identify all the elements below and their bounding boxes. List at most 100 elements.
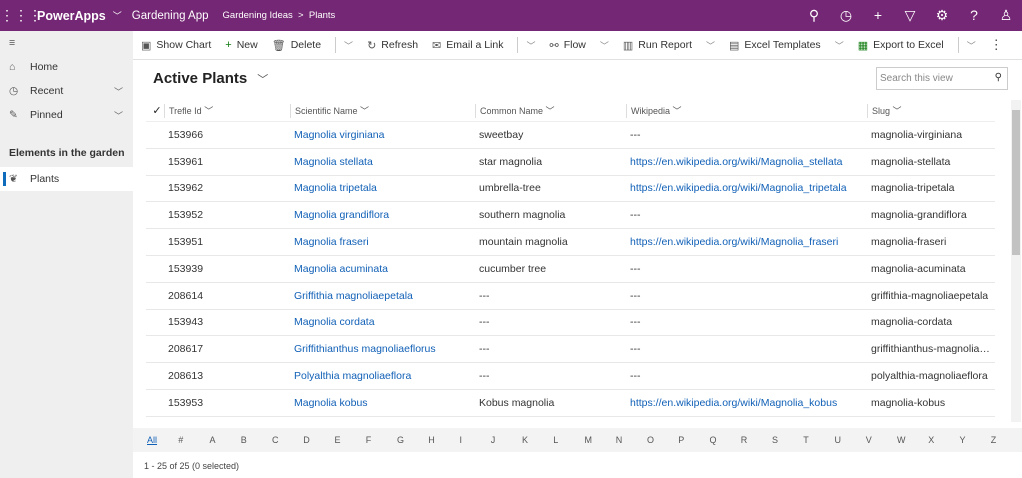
alphabet-letter[interactable]: A (209, 435, 216, 445)
cell-scientific-name[interactable]: Polyalthia magnoliaeflora (294, 370, 412, 383)
plus-icon[interactable]: + (873, 7, 883, 23)
alphabet-letter[interactable]: D (303, 435, 310, 445)
cell-scientific-name[interactable]: Magnolia grandiflora (294, 209, 390, 222)
gear-icon[interactable]: ⚙ (935, 7, 949, 23)
report-chevron-icon[interactable]: ﹀ (706, 40, 716, 51)
refresh-button[interactable]: ↻ Refresh (367, 39, 418, 52)
table-row[interactable]: 153961 Magnolia stellata star magnolia http… (146, 149, 995, 176)
export-excel-button[interactable]: ▦ Export to Excel (858, 39, 944, 52)
alphabet-letter[interactable]: Y (959, 435, 966, 445)
chevron-down-icon[interactable]: ﹀ (112, 11, 122, 21)
alphabet-letter[interactable]: I (459, 435, 463, 445)
alphabet-letter[interactable]: X (928, 435, 935, 445)
export-chevron-icon[interactable]: ﹀ (966, 40, 976, 51)
show-chart-button[interactable]: ▣ Show Chart (141, 39, 211, 52)
user-icon[interactable]: ♙ (999, 7, 1013, 23)
cell-scientific-name[interactable]: Magnolia virginiana (294, 128, 385, 141)
alphabet-letter[interactable]: H (428, 435, 435, 445)
alphabet-letter[interactable]: K (522, 435, 529, 445)
alphabet-letter[interactable]: T (803, 435, 809, 445)
cell-scientific-name[interactable]: Magnolia tripetala (294, 182, 377, 195)
select-all-checkbox[interactable]: ✓ (152, 104, 162, 117)
search-icon[interactable]: ⚲ (808, 7, 820, 23)
alphabet-letter[interactable]: O (647, 435, 655, 445)
help-icon[interactable]: ? (970, 7, 978, 23)
table-row[interactable]: 208613 Polyalthia magnoliaeflora --- --- pol… (146, 363, 995, 390)
alphabet-letter[interactable]: L (553, 435, 559, 445)
sidebar-item-pinned[interactable]: ✎ Pinned ﹀ (0, 103, 133, 127)
view-selector[interactable]: Active Plants ﹀ (153, 70, 268, 87)
table-row[interactable]: 208614 Griffithia magnoliaepetala --- --- gr… (146, 283, 995, 310)
cell-scientific-name[interactable]: Griffithianthus magnoliaeflorus (294, 343, 436, 356)
alphabet-letter[interactable]: W (897, 435, 906, 445)
task-icon[interactable]: ◷ (839, 7, 853, 23)
flow-button[interactable]: ⚯ Flow (549, 39, 585, 52)
vertical-scrollbar[interactable] (1011, 100, 1021, 422)
alphabet-letter[interactable]: All (147, 435, 158, 445)
table-row[interactable]: 153952 Magnolia grandiflora southern magno… (146, 202, 995, 230)
alphabet-letter[interactable]: J (490, 435, 496, 445)
alphabet-letter[interactable]: M (584, 435, 593, 445)
flow-chevron-icon[interactable]: ﹀ (599, 40, 609, 51)
scrollbar-thumb[interactable] (1012, 110, 1020, 255)
table-row[interactable]: 153939 Magnolia acuminata cucumber tree ---… (146, 256, 995, 283)
alphabet-letter[interactable]: V (865, 435, 872, 445)
table-row[interactable]: 208617 Griffithianthus magnoliaeflorus ---… (146, 336, 995, 364)
cell-scientific-name[interactable]: Magnolia acuminata (294, 262, 388, 275)
search-icon[interactable]: ⚲ (994, 72, 1002, 83)
column-header[interactable]: Wikipedia ﹀ (626, 103, 867, 118)
alphabet-letter[interactable]: Z (990, 435, 997, 445)
table-row[interactable]: 153943 Magnolia cordata --- --- magnolia-cor… (146, 310, 995, 337)
hamburger-menu-button[interactable]: ≡ (0, 31, 133, 55)
cell-scientific-name[interactable]: Magnolia fraseri (294, 236, 369, 249)
more-delete-chevron-icon[interactable]: ﹀ (344, 40, 354, 51)
alphabet-letter[interactable]: C (272, 435, 279, 445)
cell-scientific-name[interactable]: Magnolia kobus (294, 396, 368, 409)
alphabet-letter[interactable]: # (178, 435, 184, 445)
chevron-down-icon[interactable]: ﹀ (113, 86, 123, 97)
cell-wikipedia[interactable]: https://en.wikipedia.org/wiki/Magnolia_k… (630, 396, 838, 409)
sidebar-item-home[interactable]: ⌂ Home (0, 55, 133, 79)
table-row[interactable]: 153953 Magnolia kobus Kobus magnolia https:… (146, 390, 995, 417)
sidebar-item-plants[interactable]: ❦ Plants (0, 167, 133, 191)
alphabet-letter[interactable]: P (678, 435, 685, 445)
delete-button[interactable]: 🗑 Delete (272, 39, 321, 52)
search-input[interactable]: Search this view ⚲ (876, 67, 1008, 90)
alphabet-letter[interactable]: S (772, 435, 779, 445)
column-header[interactable]: Common Name ﹀ (475, 103, 626, 118)
alphabet-letter[interactable]: G (397, 435, 405, 445)
table-row[interactable]: 153951 Magnolia fraseri mountain magnolia h… (146, 229, 995, 256)
cell-scientific-name[interactable]: Magnolia stellata (294, 155, 373, 168)
chevron-down-icon[interactable]: ﹀ (113, 110, 123, 121)
alphabet-letter[interactable]: N (615, 435, 623, 445)
alphabet-letter[interactable]: B (240, 435, 247, 445)
run-report-button[interactable]: ▥ Run Report (623, 39, 692, 52)
breadcrumb-item[interactable]: Gardening Ideas (222, 10, 293, 21)
table-row[interactable]: 153962 Magnolia tripetala umbrella-tree htt… (146, 176, 995, 203)
alphabet-letter[interactable]: E (334, 435, 341, 445)
alphabet-letter[interactable]: F (365, 435, 372, 445)
alphabet-letter[interactable]: R (740, 435, 748, 445)
cell-scientific-name[interactable]: Griffithia magnoliaepetala (294, 289, 413, 302)
column-header[interactable]: Trefle Id ﹀ (164, 103, 290, 118)
more-options-icon[interactable]: ⋮ (989, 37, 1003, 52)
alphabet-letter[interactable]: U (834, 435, 842, 445)
column-header[interactable]: Scientific Name ﹀ (290, 103, 475, 118)
table-row[interactable]: 153966 Magnolia virginiana sweetbay --- magn… (146, 122, 995, 149)
excel-templates-button[interactable]: ▤ Excel Templates (729, 39, 821, 52)
alphabet-letter[interactable]: Q (709, 435, 717, 445)
email-link-button[interactable]: ✉ Email a Link (432, 39, 503, 52)
more-email-chevron-icon[interactable]: ﹀ (526, 40, 536, 51)
column-header[interactable]: Slug ﹀ (867, 103, 993, 118)
app-brand[interactable]: PowerApps (37, 8, 106, 23)
cell-wikipedia[interactable]: https://en.wikipedia.org/wiki/Magnolia_s… (630, 155, 843, 168)
templates-chevron-icon[interactable]: ﹀ (834, 40, 844, 51)
cell-wikipedia[interactable]: https://en.wikipedia.org/wiki/Magnolia_t… (630, 182, 847, 195)
app-launcher-icon[interactable]: ⋮⋮⋮ (0, 7, 42, 23)
breadcrumb-item[interactable]: Plants (308, 10, 336, 21)
cell-scientific-name[interactable]: Magnolia cordata (294, 316, 375, 329)
cell-wikipedia[interactable]: https://en.wikipedia.org/wiki/Magnolia_f… (630, 236, 839, 249)
app-name[interactable]: Gardening App (131, 9, 209, 22)
new-button[interactable]: + New (225, 39, 257, 51)
filter-icon[interactable]: ▽ (904, 7, 916, 23)
